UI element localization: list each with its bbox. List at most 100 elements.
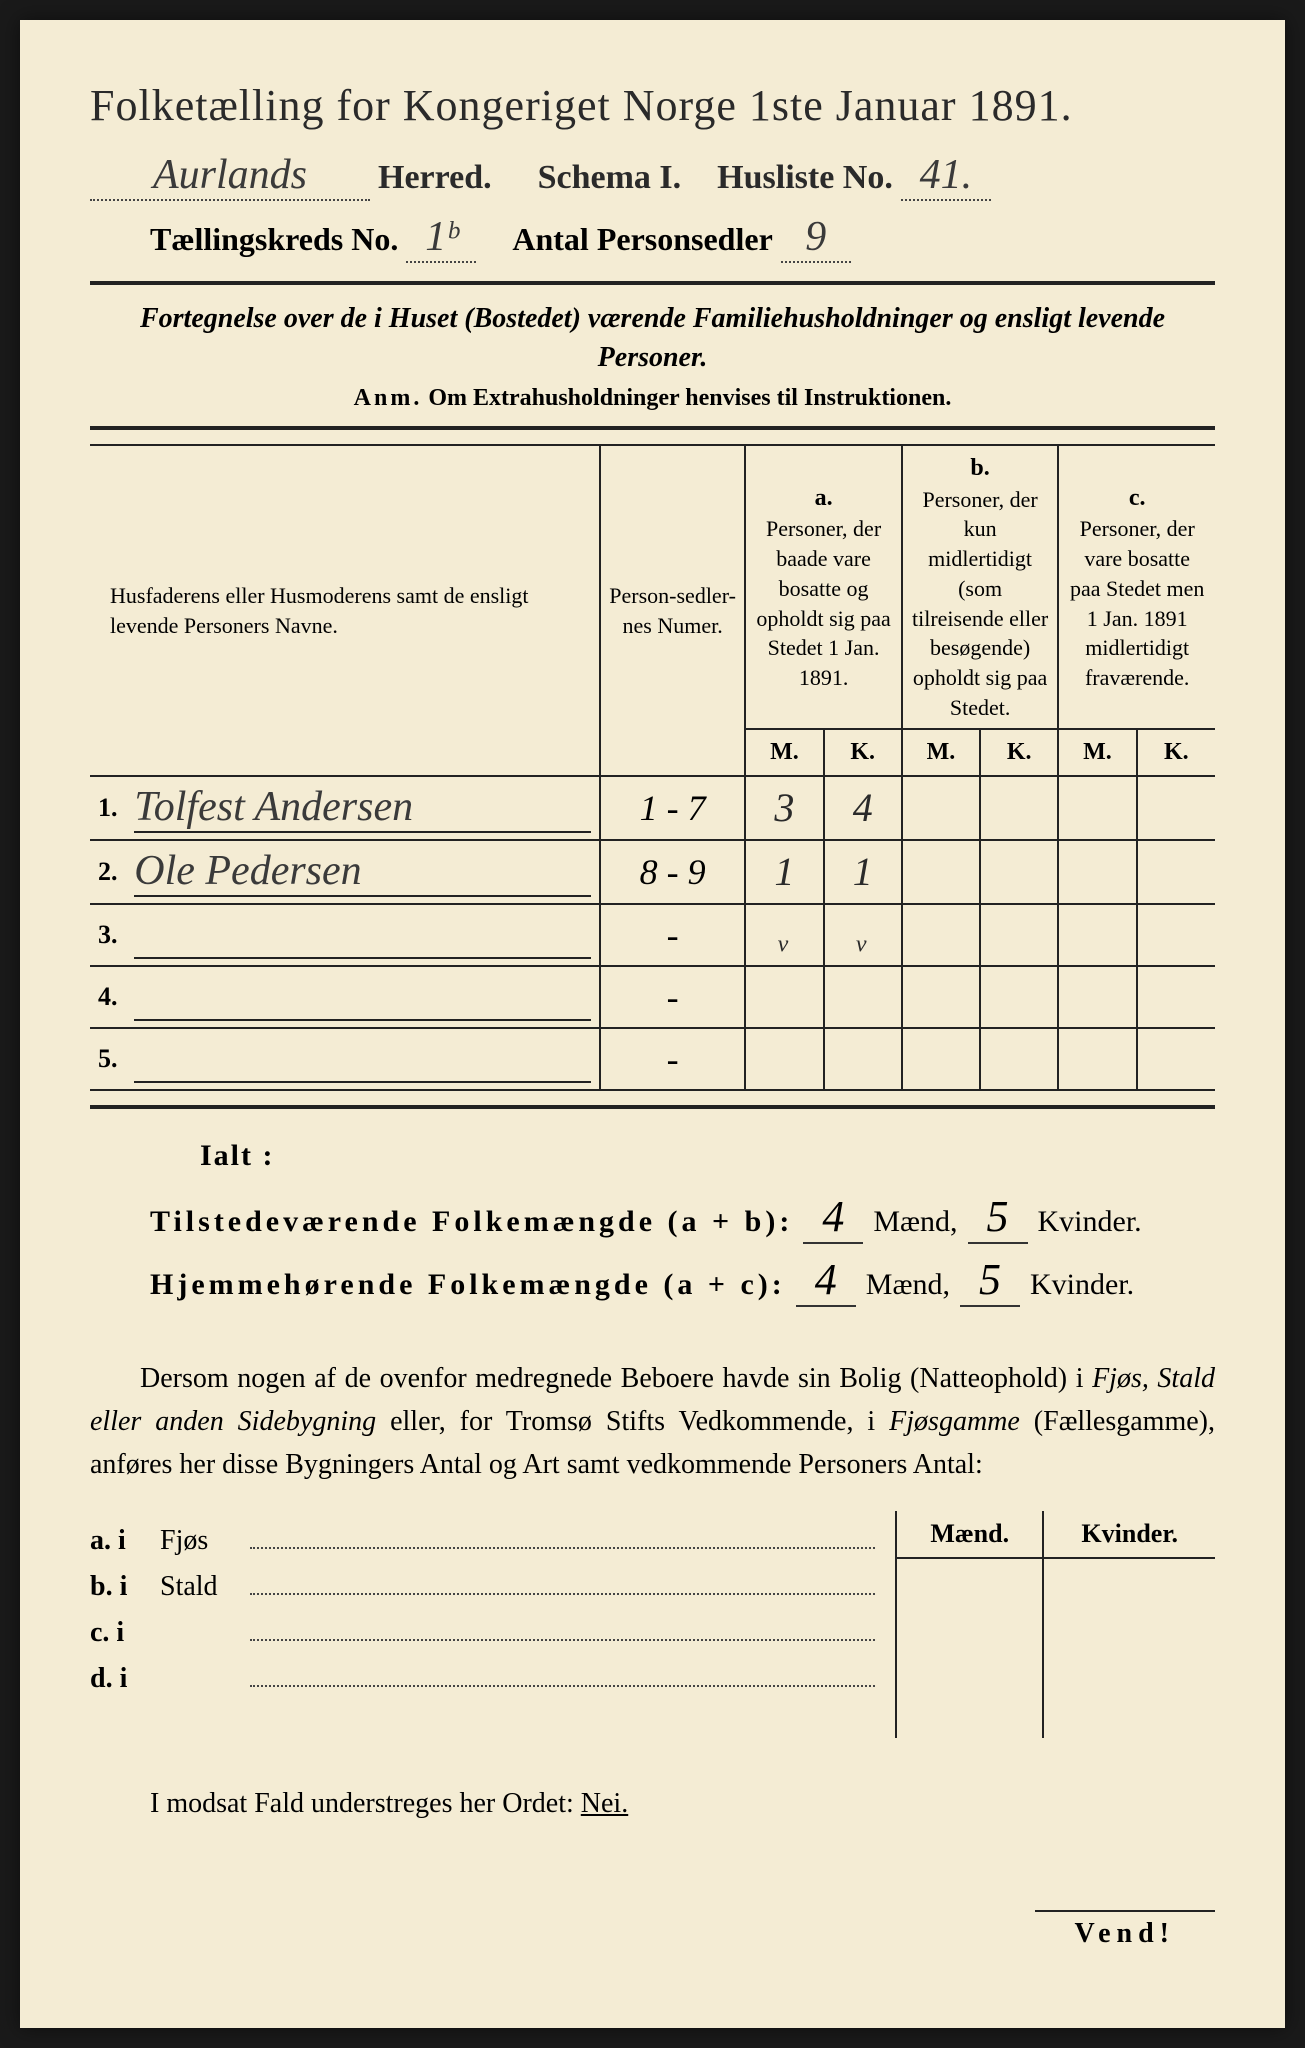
tilst-m-value: 4 <box>803 1191 863 1244</box>
row-b-m <box>902 966 980 1028</box>
row-b-k <box>980 904 1058 966</box>
hjem-k-value: 5 <box>960 1254 1020 1307</box>
th-b-k: K. <box>980 729 1058 775</box>
bolig-cell <box>897 1558 1043 1603</box>
table-row: 3.-ᵥᵥ <box>90 904 1215 966</box>
table-row: 4. - <box>90 966 1215 1028</box>
bolig-left: a. iFjøs b. i Stald c. i d. i <box>90 1511 875 1705</box>
row-num: 2. <box>90 840 130 904</box>
row-num: 4. <box>90 966 130 1028</box>
bolig-cell <box>1043 1693 1215 1738</box>
row-a-k: 4 <box>824 776 902 840</box>
bolig-row: d. i <box>90 1659 875 1695</box>
row-a-k <box>824 966 902 1028</box>
col-c-text: Personer, der vare bosatte paa Stedet me… <box>1067 514 1207 692</box>
row-c-k <box>1137 1028 1215 1090</box>
bolig-lead: d. i <box>90 1663 150 1695</box>
row-numer: 8 - 9 <box>600 840 745 904</box>
rule-2 <box>90 426 1215 430</box>
row-a-k <box>824 1028 902 1090</box>
modsat-nei: Nei. <box>581 1788 628 1819</box>
kvinder-label-2: Kvinder. <box>1030 1268 1134 1302</box>
modsat-pre: I modsat Fald understreges her Ordet: <box>150 1788 581 1819</box>
row-a-k: ᵥ <box>824 904 902 966</box>
maend-label-2: Mænd, <box>866 1268 950 1302</box>
th-a-m: M. <box>745 729 823 775</box>
table-row: 5.- <box>90 1028 1215 1090</box>
bolig-row: b. i Stald <box>90 1567 875 1603</box>
schema-label: Schema I. <box>538 159 682 197</box>
totals-tilst: Tilstedeværende Folkemængde (a + b): 4 M… <box>150 1191 1215 1244</box>
row-b-k <box>980 776 1058 840</box>
th-col-b: b. Personer, der kun midlertidigt (som t… <box>902 445 1059 729</box>
bolig-dots <box>250 1521 875 1549</box>
bolig-cell <box>1043 1558 1215 1603</box>
row-a-m <box>745 966 823 1028</box>
kreds-handwritten: 1ᵇ <box>406 213 476 263</box>
row-num: 3. <box>90 904 130 966</box>
th-col-c: c. Personer, der vare bosatte paa Stedet… <box>1058 445 1215 729</box>
header-line-1: Aurlands Herred. Schema I. Husliste No. … <box>90 151 1215 201</box>
hjem-label: Hjemmehørende Folkemængde (a + c): <box>150 1268 786 1302</box>
tilst-k-value: 5 <box>968 1191 1028 1244</box>
bolig-label: Stald <box>160 1571 240 1603</box>
table-row: 2.Ole Pedersen8 - 911 <box>90 840 1215 904</box>
col-c-label: c. <box>1067 482 1207 514</box>
bolig-row: c. i <box>90 1613 875 1649</box>
row-num: 1. <box>90 776 130 840</box>
bolig-lead: c. i <box>90 1617 150 1649</box>
row-b-m <box>902 1028 980 1090</box>
bolig-dots <box>250 1613 875 1641</box>
modsat-line: I modsat Fald understreges her Ordet: Ne… <box>150 1788 1215 1820</box>
bolig-cell <box>897 1648 1043 1693</box>
th-c-m: M. <box>1058 729 1136 775</box>
row-c-m <box>1058 840 1136 904</box>
bolig-paragraph: Dersom nogen af de ovenfor medregnede Be… <box>90 1357 1215 1487</box>
th-c-k: K. <box>1137 729 1215 775</box>
bolig-cell <box>897 1603 1043 1648</box>
bolig-cell <box>1043 1648 1215 1693</box>
hjem-m-value: 4 <box>796 1254 856 1307</box>
bolig-cell <box>1043 1603 1215 1648</box>
row-a-m: ᵥ <box>745 904 823 966</box>
row-c-k <box>1137 840 1215 904</box>
subtitle: Fortegnelse over de i Huset (Bostedet) v… <box>90 299 1215 377</box>
row-a-m: 3 <box>745 776 823 840</box>
row-b-k <box>980 840 1058 904</box>
bolig-kvinder-header: Kvinder. <box>1043 1511 1215 1558</box>
row-name: Ole Pedersen <box>130 840 600 904</box>
bolig-mk-table: Mænd. Kvinder. <box>897 1511 1215 1738</box>
tilst-label: Tilstedeværende Folkemængde (a + b): <box>150 1205 793 1239</box>
col-a-text: Personer, der baade vare bosatte og opho… <box>754 514 893 692</box>
rule-3 <box>90 1105 1215 1109</box>
row-a-m <box>745 1028 823 1090</box>
row-b-k <box>980 966 1058 1028</box>
row-b-m <box>902 904 980 966</box>
row-c-k <box>1137 776 1215 840</box>
bolig-right: Mænd. Kvinder. <box>895 1511 1215 1738</box>
row-name <box>130 966 600 1028</box>
husliste-handwritten: 41. <box>901 151 991 201</box>
row-c-k <box>1137 904 1215 966</box>
husliste-label: Husliste No. <box>717 159 893 197</box>
rule-1 <box>90 281 1215 285</box>
bolig-row: a. iFjøs <box>90 1521 875 1557</box>
bolig-maend-header: Mænd. <box>897 1511 1043 1558</box>
row-numer: - <box>600 966 745 1028</box>
bolig-lead: b. i <box>90 1571 150 1603</box>
para-1a: Dersom nogen af de ovenfor medregnede Be… <box>140 1363 1092 1394</box>
row-name <box>130 904 600 966</box>
row-numer: - <box>600 904 745 966</box>
col-b-label: b. <box>911 452 1050 484</box>
header-line-2: Tællingskreds No. 1ᵇ Antal Personsedler … <box>90 213 1215 263</box>
row-c-m <box>1058 966 1136 1028</box>
row-name: Tolfest Andersen <box>130 776 600 840</box>
census-table: Husfaderens eller Husmoderens samt de en… <box>90 444 1215 1090</box>
col-a-label: a. <box>754 482 893 514</box>
para-1c: eller, for Tromsø Stifts Vedkommende, i <box>376 1406 889 1437</box>
kreds-label: Tællingskreds No. <box>150 221 398 258</box>
th-b-m: M. <box>902 729 980 775</box>
vend-label: Vend! <box>1035 1910 1215 1950</box>
bolig-label: Fjøs <box>160 1525 240 1557</box>
bolig-dots <box>250 1659 875 1687</box>
